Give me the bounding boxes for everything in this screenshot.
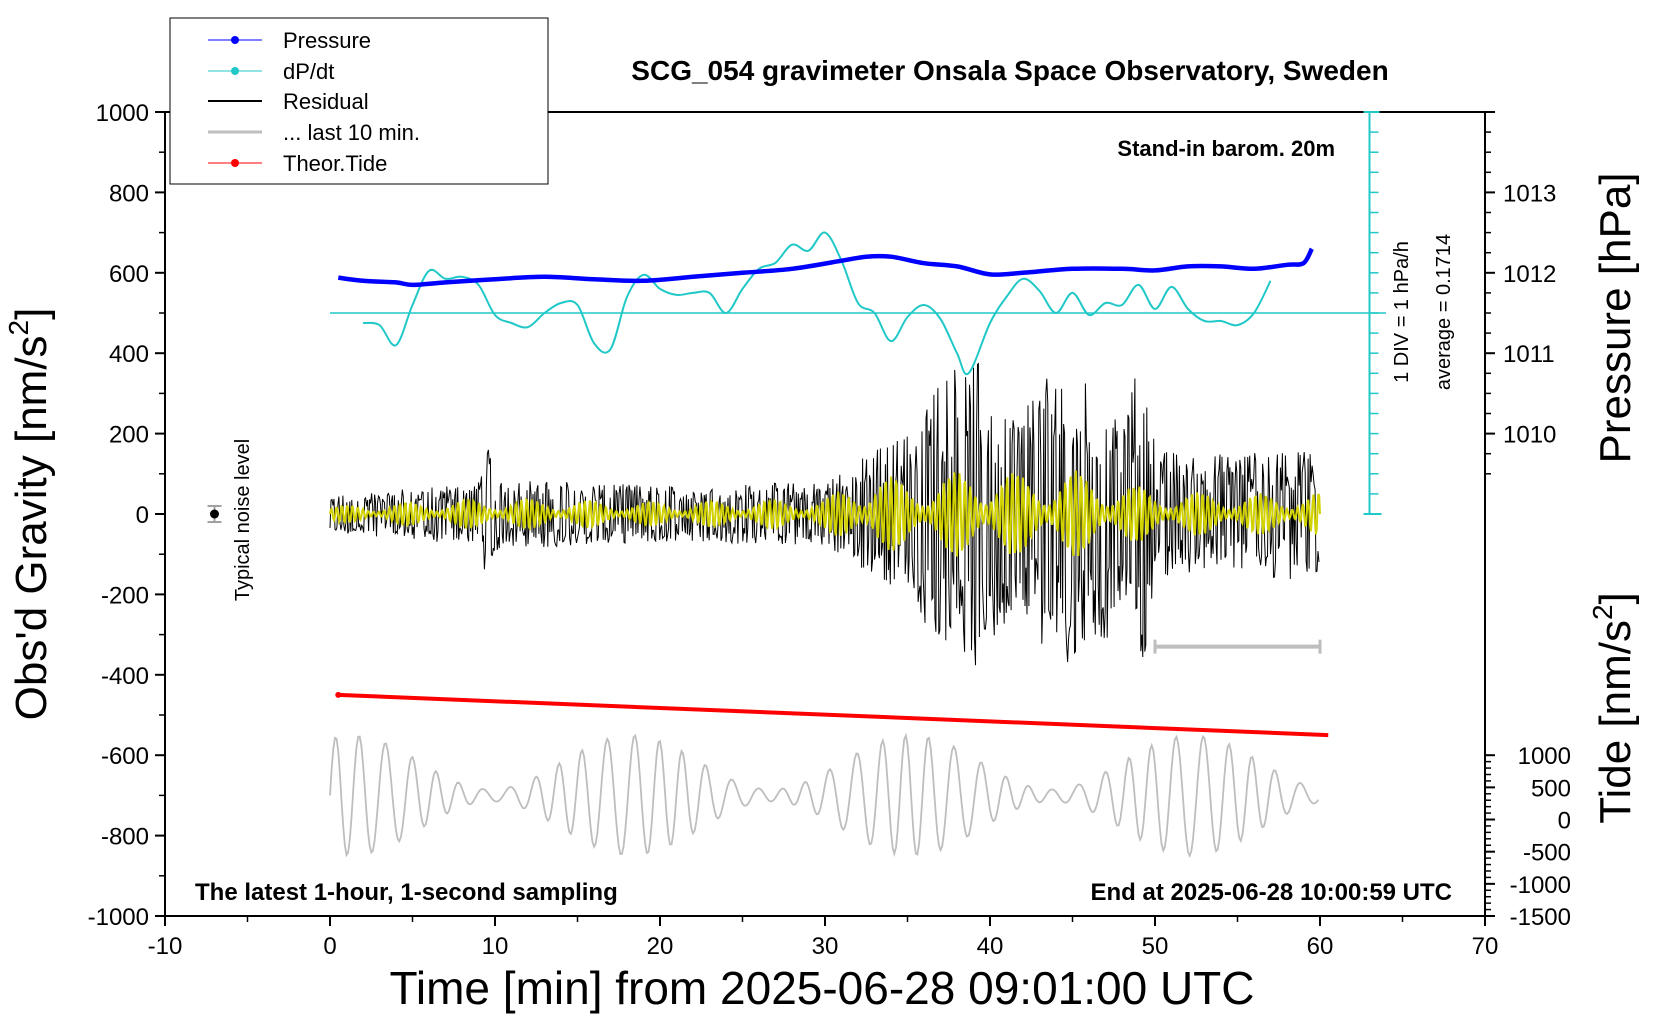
pressure-tick-label: 1013 (1503, 180, 1556, 207)
x-tick-label: 10 (482, 933, 509, 960)
y-tick-label: -600 (101, 743, 149, 770)
y-tick-label: -200 (101, 582, 149, 609)
tide-axis-title: Tide [nm/s2] (1587, 592, 1640, 824)
y-tick-label: 600 (109, 261, 149, 288)
axes-layer: -10 0 10 20 30 40 50 60 70 -1000 -800 -600 -400 -200 0… (88, 100, 1571, 960)
last10-series-line (329, 732, 1320, 859)
legend-label-pressure: Pressure (283, 28, 371, 53)
y-tick-label: -1000 (88, 904, 149, 931)
legend-label-tide: Theor.Tide (283, 151, 387, 176)
pressure-tick-label: 1012 (1503, 261, 1556, 288)
tide-axis-title-sup: 2 (1587, 604, 1618, 620)
y-axis-title-sup: 2 (3, 320, 34, 336)
tide-tick-label: 500 (1531, 775, 1571, 802)
x-tick-label: -10 (148, 933, 183, 960)
y-tick-label: 0 (136, 502, 149, 529)
legend-marker-pressure (231, 36, 239, 44)
y-tick-label: 1000 (96, 100, 149, 127)
noise-level-point (210, 509, 219, 519)
legend: Pressure dP/dt Residual ... last 10 min.… (169, 17, 549, 185)
y-tick-label: -400 (101, 663, 149, 690)
y-tick-label: -800 (101, 824, 149, 851)
legend-label-dpdt: dP/dt (283, 59, 334, 84)
legend-marker-tide (231, 159, 239, 167)
baro-annotation: Stand-in barom. 20m (1117, 136, 1335, 161)
x-axis-title: Time [min] from 2025-06-28 09:01:00 UTC (390, 962, 1255, 1014)
legend-label-residual: Residual (283, 89, 369, 114)
chart-title: SCG_054 gravimeter Onsala Space Observat… (631, 55, 1388, 86)
x-tick-label: 20 (647, 933, 674, 960)
tide-axis-title-main: Tide [nm/s (1591, 620, 1640, 824)
tide-axis-title-close: ] (1591, 592, 1640, 604)
y-axis-title-main: Obs'd Gravity [nm/s (7, 335, 56, 720)
average-annotation: average = 0.1714 (1433, 234, 1455, 390)
x-tick-label: 60 (1307, 933, 1334, 960)
tide-tick-label: -1500 (1510, 904, 1571, 931)
noise-annotation: Typical noise level (232, 439, 254, 601)
tide-tick-label: -1000 (1510, 872, 1571, 899)
x-tick-label: 30 (812, 933, 839, 960)
legend-label-last10: ... last 10 min. (283, 120, 420, 145)
tide-tick-label: 1000 (1518, 743, 1571, 770)
pressure-axis-title: Pressure [hPa] (1591, 172, 1640, 463)
y-tick-label: 800 (109, 180, 149, 207)
x-tick-label: 40 (977, 933, 1004, 960)
tide-start-marker (335, 691, 342, 698)
pressure-series-line (337, 247, 1314, 288)
pressure-tick-label: 1011 (1503, 341, 1555, 368)
filtered-series-line (329, 470, 1321, 557)
x-tick-label: 0 (323, 933, 336, 960)
x-tick-label: 70 (1472, 933, 1499, 960)
x-tick-label: 50 (1142, 933, 1169, 960)
y-axis-title-close: ] (7, 308, 56, 320)
series-layer (207, 111, 1386, 859)
dpdt-series-line (362, 231, 1272, 376)
tide-tick-label: 0 (1558, 808, 1571, 835)
tide-series-line (338, 692, 1329, 738)
legend-marker-dpdt (231, 67, 239, 75)
pressure-tick-label: 1010 (1503, 422, 1556, 449)
y-axis-title: Obs'd Gravity [nm/s2] (3, 308, 56, 721)
div-scale-annotation: 1 DIV = 1 hPa/h (1391, 241, 1413, 383)
y-tick-label: 200 (109, 422, 149, 449)
end-time-annotation: End at 2025-06-28 10:00:59 UTC (1091, 879, 1453, 906)
sampling-annotation: The latest 1-hour, 1-second sampling (195, 879, 618, 906)
tide-tick-label: -500 (1523, 840, 1571, 867)
y-tick-label: 400 (109, 341, 149, 368)
